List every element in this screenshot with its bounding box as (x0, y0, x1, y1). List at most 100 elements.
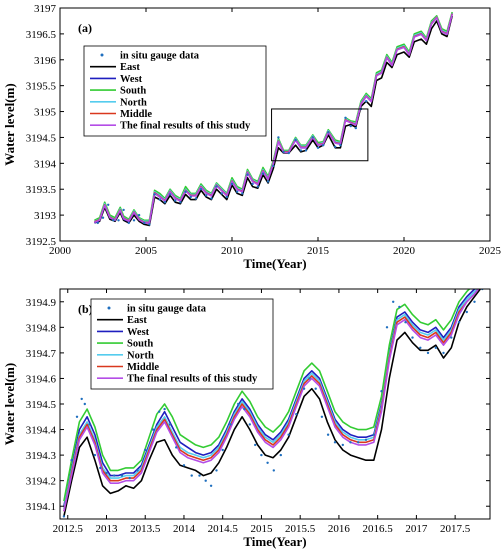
panel-b-legend-label-the-final-results-of-this-study: The final results of this study (127, 374, 258, 385)
panel-b-legend-label-south: South (127, 339, 153, 350)
panel-b-y-tick-label: 3194.6 (26, 373, 57, 385)
panel-b-gauge-point (287, 433, 290, 436)
panel-a-gauge-point (327, 131, 330, 134)
panel-b-gauge-point (320, 415, 324, 418)
panel-b-gauge-point (295, 413, 298, 416)
panel-b-gauge-point (88, 423, 91, 426)
panel-b-gauge-point (248, 423, 251, 426)
panel-b-legend: in situ gauge dataEastWestSouthNorthMidd… (90, 298, 274, 390)
panel-a-gauge-point (163, 201, 167, 204)
panel-a-gauge-point (365, 100, 368, 103)
panel-a-gauge-point (132, 219, 136, 222)
panel-b-gauge-point (465, 310, 468, 314)
panel-b-x-tick-label: 2016.5 (363, 523, 394, 535)
panel-b-gauge-point (279, 453, 282, 457)
panel-a-y-tick-label: 3194.5 (26, 132, 57, 144)
panel-a-gauge-point (225, 195, 228, 199)
panel-b-gauge-point (105, 471, 108, 475)
panel-a-gauge-point (101, 216, 105, 219)
panel-a-gauge-point (236, 190, 239, 193)
panel-b-gauge-point (136, 469, 139, 472)
panel-a-x-tick-label: 2000 (49, 245, 72, 257)
panel-b-x-tick-label: 2013.5 (130, 523, 161, 535)
panel-b-gauge-point (302, 387, 306, 390)
panel-a-y-tick-label: 3192.5 (26, 236, 57, 248)
panel-a-gauge-point (241, 192, 244, 195)
panel-a-axes-frame (59, 7, 491, 242)
panel-a-chart: 2000 2005 2010 2015 2020 2025 3192.5 3193 3193.5… (2, 3, 501, 271)
panel-a-x-tick-label: 2025 (479, 245, 501, 257)
panel-b-gauge-point (364, 438, 368, 441)
panel-b-gauge-point (434, 346, 437, 349)
panel-a-gauge-point (199, 188, 203, 191)
panel-a-y-tick-label: 3193.5 (26, 184, 57, 196)
panel-a-legend-box (83, 45, 267, 137)
panel-b-legend-box (90, 298, 274, 390)
panel-a-gauge-point (339, 144, 342, 147)
panel-b-series-the-final-results-of-this-study-line (63, 289, 480, 512)
panel-b-gauge-point (221, 448, 224, 452)
panel-b-y-axis-label: Water level(m) (2, 363, 17, 445)
panel-b-gauge-point (163, 407, 166, 411)
panel-a-gauge-point (96, 221, 100, 225)
panel-b-series-middle-line (63, 289, 480, 512)
panel-b-legend-label-east: East (127, 315, 147, 326)
panel-a-gauge-point (230, 182, 234, 186)
panel-b-gauge-point (333, 441, 337, 444)
panel-b-gauge-point (190, 474, 193, 477)
panel-b-gauge-point (209, 484, 213, 487)
panel-b-y-tick-label: 3194.4 (26, 425, 57, 437)
panel-b-gauge-point (349, 441, 352, 444)
panel-b-gauge-point (457, 321, 461, 324)
panel-a-gauge-point (311, 136, 314, 139)
panel-b-gauge-point (168, 423, 172, 426)
panel-b-y-tick-label: 3194.5 (26, 399, 57, 411)
panel-b-gauge-point (392, 300, 395, 303)
panel-a-gauge-point (137, 213, 141, 217)
panel-b-y-tick-label: 3194.3 (26, 450, 57, 462)
panel-b-chart: 2012.5 2013 2013.5 2014 2014.5 2015 2015.5 2016… (2, 288, 491, 549)
panel-a-gauge-point (189, 195, 192, 199)
panel-b-panel-label: (b) (78, 302, 93, 316)
panel-a-legend: in situ gauge dataEastWestSouthNorthMidd… (83, 45, 267, 137)
panel-b-gauge-point (326, 433, 330, 436)
panel-b-x-axis-label: Time(Year) (243, 534, 306, 549)
panel-b-gauge-point (385, 326, 389, 329)
panel-b-gauge-point (473, 300, 476, 303)
panel-b-gauge-point (99, 466, 102, 470)
panel-b-legend-label-west: West (127, 327, 150, 338)
panel-b-x-tick-label: 2015 (250, 523, 273, 535)
panel-a-gauge-point (215, 185, 218, 188)
panel-b-x-tick-label: 2014 (173, 523, 196, 535)
panel-a-gauge-point (143, 221, 146, 225)
panel-a-panel-label: (a) (78, 21, 92, 35)
panel-b-plot-area (62, 289, 484, 518)
panel-b-x-tick-label: 2015.5 (285, 523, 316, 535)
panel-b-x-tick-label: 2013 (95, 523, 118, 535)
panel-b-gauge-point (62, 515, 66, 518)
panel-b-gauge-point (254, 443, 257, 447)
panel-a-x-tick-label: 2015 (307, 245, 330, 257)
panel-b-gauge-point (450, 336, 453, 339)
panel-b-gauge-point (404, 321, 407, 324)
panel-a-y-tick-label: 3196 (34, 55, 57, 67)
panel-b-gauge-point (83, 402, 87, 406)
panel-b-x-tick-label: 2014.5 (208, 523, 239, 535)
panel-b-legend-marker-gauge (107, 306, 111, 310)
panel-b-series-west-line (63, 289, 476, 507)
panel-b-y-tick-label: 3194.2 (26, 476, 56, 488)
panel-b-gauge-point (204, 479, 207, 482)
panel-b-y-tick-label: 3194.8 (26, 322, 57, 334)
panel-b-gauge-point (314, 387, 317, 390)
panel-a-gauge-point (322, 144, 325, 147)
panel-a-gauge-point (158, 198, 161, 201)
panel-b-gauge-point (372, 433, 375, 436)
panel-a-legend-label-north: North (120, 97, 147, 108)
panel-b-gauge-point (215, 469, 218, 472)
panel-b-gauge-point (266, 461, 269, 464)
panel-a-gauge-point (344, 116, 347, 120)
panel-b-gauge-point (120, 474, 124, 477)
panel-b-x-tick-label: 2017.5 (440, 523, 471, 535)
panel-a-gauge-point (334, 145, 337, 148)
panel-a-legend-label-south: South (120, 86, 146, 97)
